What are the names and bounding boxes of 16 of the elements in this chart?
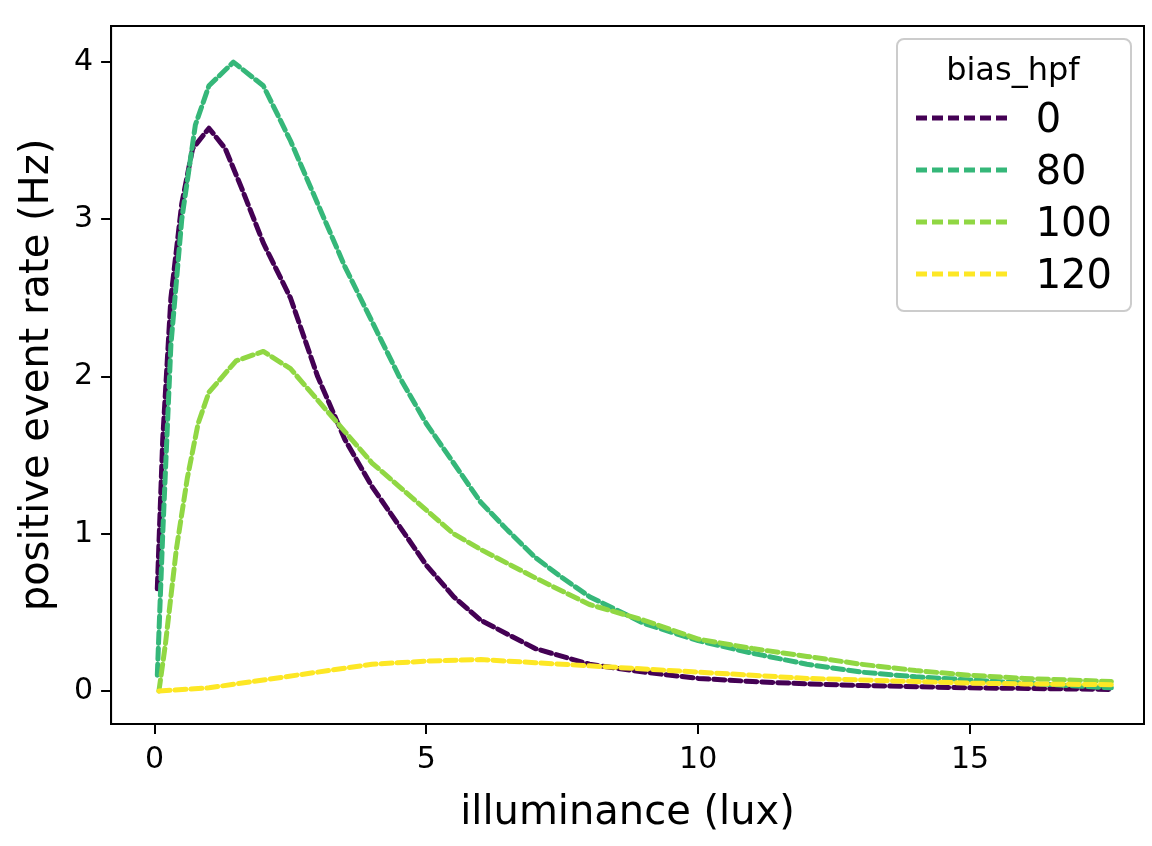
legend-label: 80 [1035,147,1087,193]
y-tick-label: 2 [73,356,94,392]
x-tick-label: 0 [145,739,165,775]
x-axis-title: illuminance (lux) [460,787,795,834]
y-axis-title: positive event rate (Hz) [11,138,58,612]
x-tick-label: 15 [950,739,990,775]
x-tick-label: 10 [679,739,718,775]
legend-label: 120 [1035,251,1112,297]
y-tick-label: 1 [73,513,94,549]
y-tick-label: 0 [73,670,94,706]
x-tick-label: 5 [416,739,436,775]
legend-label: 0 [1035,95,1062,141]
legend-label: 100 [1035,199,1112,245]
legend-title: bias_hpf [945,50,1081,88]
y-tick-label: 3 [73,199,94,235]
y-tick-label: 4 [73,41,94,77]
